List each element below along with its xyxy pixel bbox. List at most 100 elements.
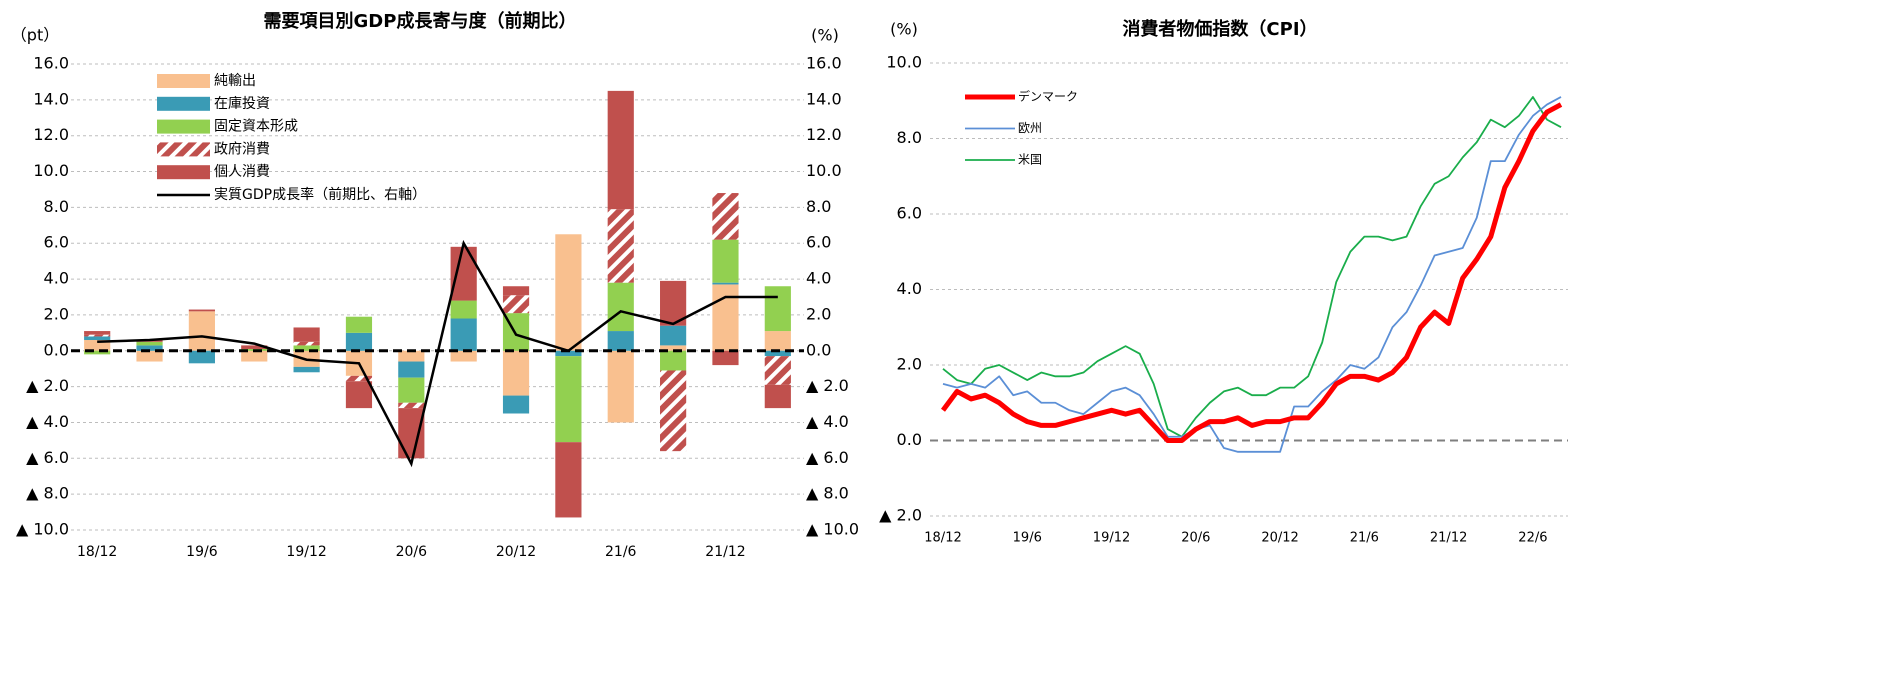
- x-tick-label: 22/6: [1518, 531, 1547, 546]
- bar-segment: [607, 350, 634, 423]
- bar-segment: [345, 381, 373, 409]
- bar-segment: [188, 311, 215, 351]
- bar-segment: [241, 350, 268, 362]
- y2-tick-label: 10.0: [806, 161, 842, 180]
- y-tick-label: 14.0: [33, 89, 69, 108]
- x-tick-label: 20/12: [496, 544, 536, 560]
- bar-segment: [555, 356, 582, 443]
- legend-swatch: [157, 142, 210, 157]
- legend-label: 固定資本形成: [214, 119, 298, 135]
- bar-segment: [450, 246, 477, 301]
- legend-swatch: [157, 165, 210, 180]
- bar-segment: [450, 318, 477, 351]
- y2-tick-label: 0.0: [806, 340, 831, 359]
- y2-tick-label: ▲ 4.0: [806, 412, 849, 431]
- bar-segment: [345, 332, 373, 351]
- bar-segment: [136, 345, 163, 351]
- y2-axis-label: (%): [811, 26, 839, 45]
- bar-segment: [764, 286, 791, 332]
- y-tick-label: 0.0: [897, 430, 922, 449]
- bar-segment: [398, 361, 425, 378]
- x-tick-label: 20/6: [1181, 531, 1210, 546]
- line-series: [942, 96, 1562, 438]
- bar-segment: [502, 286, 530, 296]
- bar-segment: [660, 370, 687, 452]
- bar-segment: [607, 90, 634, 210]
- y-tick-label: 2.0: [897, 355, 922, 374]
- chart-title: 消費者物価指数（CPI）: [1122, 18, 1317, 40]
- bar-segment: [136, 341, 163, 346]
- y2-tick-label: 14.0: [806, 89, 842, 108]
- y-tick-label: 8.0: [44, 197, 69, 216]
- x-tick-label: 19/6: [186, 544, 218, 560]
- bar-segment: [84, 334, 111, 337]
- y-tick-label: 4.0: [44, 269, 69, 288]
- y-tick-label: 8.0: [897, 128, 922, 147]
- legend-label: デンマーク: [1018, 89, 1078, 104]
- bar-segment: [188, 309, 215, 312]
- bar-segment: [502, 395, 530, 414]
- y-tick-label: 10.0: [33, 161, 69, 180]
- x-tick-label: 18/12: [924, 531, 961, 546]
- bar-segment: [660, 350, 687, 371]
- bar-segment: [712, 282, 739, 285]
- bar-segment: [764, 356, 791, 385]
- y-tick-label: 6.0: [897, 204, 922, 223]
- y-tick-label: 6.0: [44, 233, 69, 252]
- bar-segment: [345, 375, 373, 382]
- x-tick-label: 21/12: [705, 544, 745, 560]
- bar-segment: [398, 350, 425, 362]
- x-tick-label: 20/6: [396, 544, 428, 560]
- y2-tick-label: 6.0: [806, 233, 831, 252]
- bar-segment: [660, 345, 687, 351]
- legend-swatch: [157, 119, 210, 134]
- y2-tick-label: ▲ 2.0: [806, 376, 849, 395]
- y-tick-label: 10.0: [886, 53, 922, 72]
- bar-segment: [398, 377, 425, 403]
- bar-segment: [345, 316, 373, 333]
- bar-segment: [764, 350, 791, 357]
- y-tick-label: ▲ 2.0: [879, 506, 922, 525]
- legend-label: 実質GDP成長率（前期比、右軸）: [214, 186, 426, 203]
- x-tick-label: 21/6: [1350, 531, 1379, 546]
- bar-segment: [764, 384, 791, 409]
- bar-segment: [555, 350, 582, 357]
- line-series: [97, 239, 778, 468]
- y2-tick-label: 8.0: [806, 197, 831, 216]
- legend-label: 純輸出: [214, 73, 256, 89]
- x-tick-label: 21/12: [1430, 531, 1467, 546]
- legend-label: 欧州: [1018, 121, 1042, 135]
- bar-segment: [398, 408, 425, 459]
- line-series: [942, 96, 1562, 453]
- y-tick-label: 0.0: [44, 340, 69, 359]
- y-tick-label: ▲ 10.0: [16, 520, 69, 539]
- bar-segment: [293, 345, 320, 351]
- y2-tick-label: ▲ 10.0: [806, 520, 859, 539]
- bar-segment: [136, 350, 163, 362]
- bar-segment: [764, 331, 791, 351]
- y2-tick-label: 16.0: [806, 54, 842, 73]
- bar-segment: [712, 239, 739, 283]
- bar-segment: [712, 193, 739, 240]
- legend-swatch: [157, 74, 210, 88]
- y2-tick-label: 4.0: [806, 269, 831, 288]
- y-tick-label: 4.0: [897, 279, 922, 298]
- line-series: [940, 102, 1563, 443]
- bar-segment: [555, 442, 582, 518]
- bar-segment: [84, 336, 111, 341]
- x-tick-label: 21/6: [605, 544, 637, 560]
- bar-segment: [188, 350, 215, 364]
- y2-tick-label: 12.0: [806, 125, 842, 144]
- legend-label: 政府消費: [214, 141, 270, 157]
- bar-segment: [241, 345, 268, 349]
- y2-tick-label: 2.0: [806, 304, 831, 323]
- bar-segment: [607, 282, 634, 332]
- x-tick-label: 19/12: [286, 544, 326, 560]
- bar-segment: [660, 325, 687, 346]
- bar-segment: [293, 366, 320, 373]
- x-tick-label: 19/12: [1093, 531, 1130, 546]
- legend-label: 個人消費: [214, 164, 270, 180]
- bar-segment: [607, 209, 634, 283]
- x-tick-label: 18/12: [77, 544, 117, 560]
